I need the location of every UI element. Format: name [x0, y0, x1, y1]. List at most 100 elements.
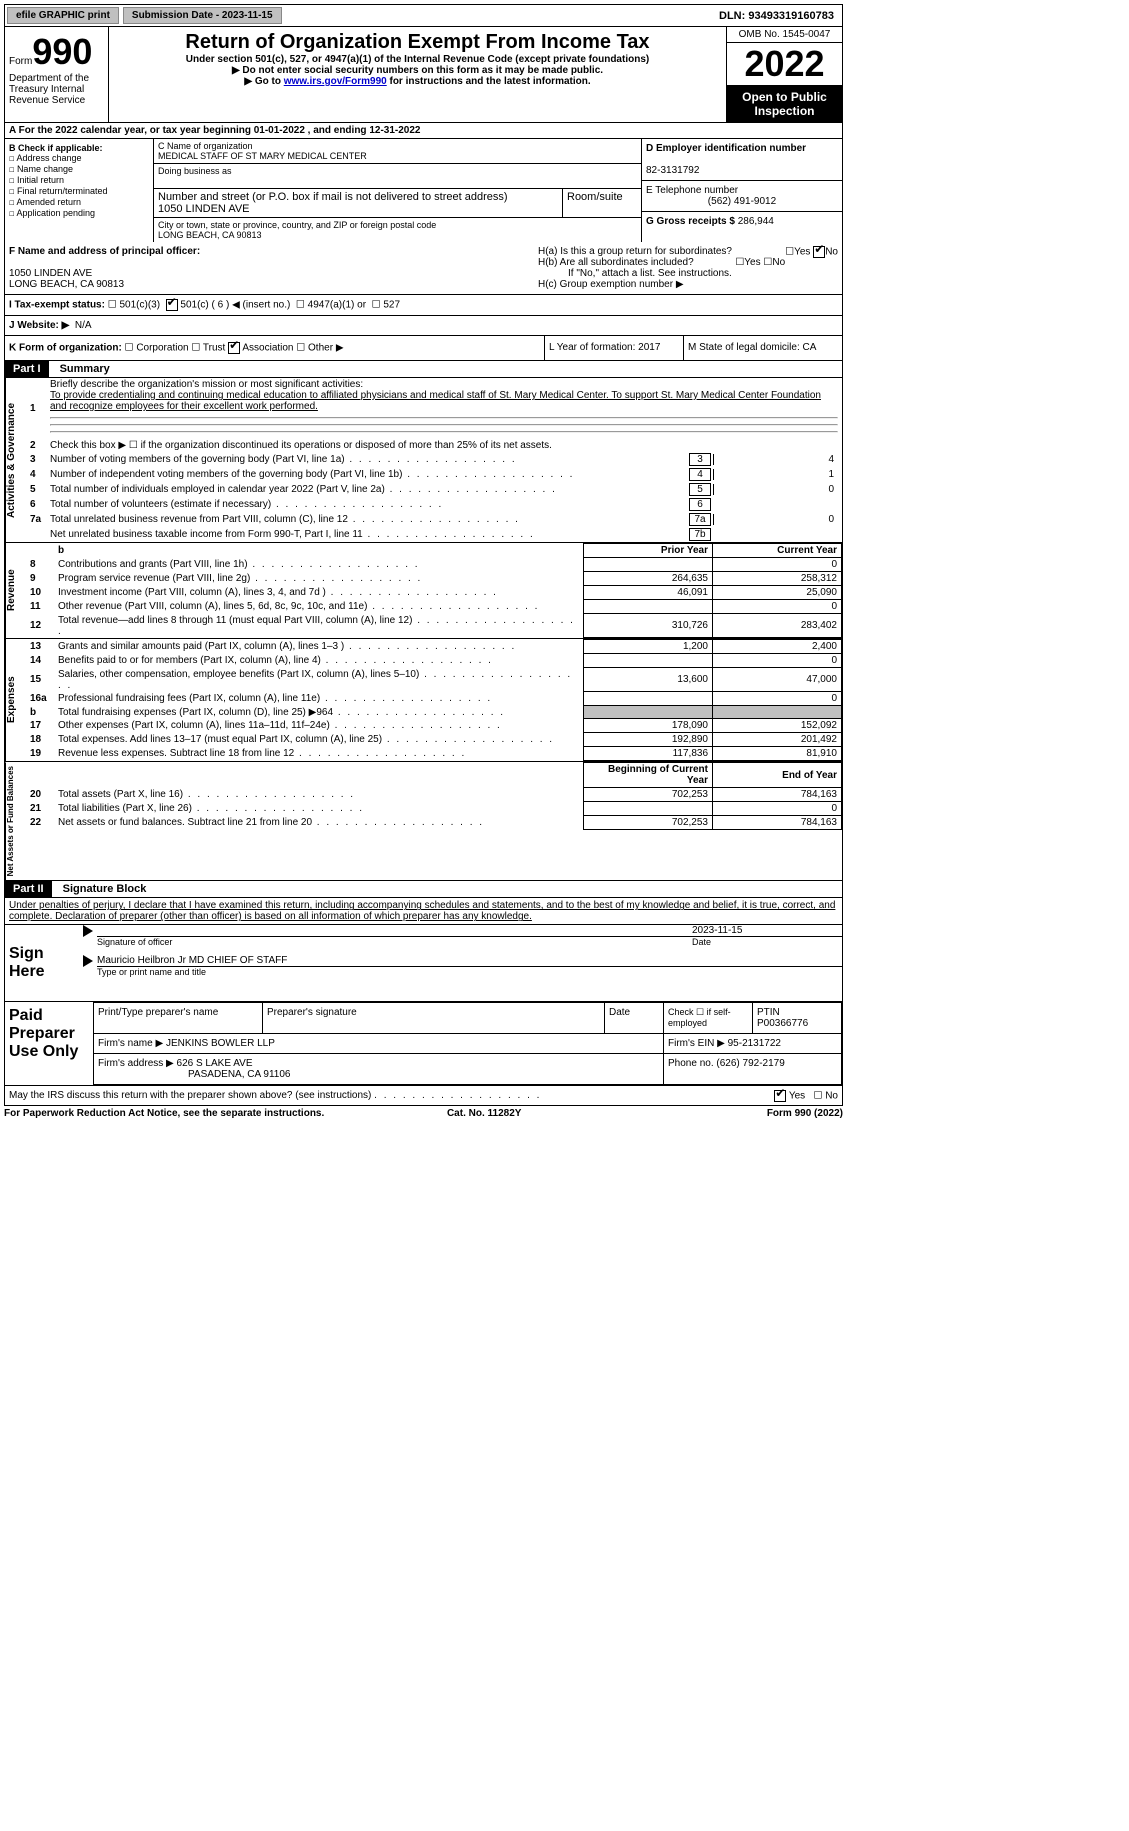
- l-year: L Year of formation: 2017: [544, 336, 683, 360]
- summary-financial: Revenue b Prior Year Current Year 8Contr…: [4, 543, 843, 639]
- summary-row: Net unrelated business taxable income fr…: [26, 527, 842, 542]
- paid-preparer-section: Paid Preparer Use Only Print/Type prepar…: [4, 1002, 843, 1086]
- footer-right: Form 990 (2022): [767, 1108, 843, 1119]
- part2-header: Part II: [5, 881, 52, 897]
- m-state: M State of legal domicile: CA: [683, 336, 842, 360]
- hdr-prior: Prior Year: [584, 544, 713, 558]
- firm-phone: (626) 792-2179: [716, 1058, 784, 1069]
- line2-text: Check this box ▶ ☐ if the organization d…: [50, 440, 838, 451]
- summary-netassets: Net Assets or Fund Balances Beginning of…: [4, 762, 843, 881]
- ha-label: H(a) Is this a group return for subordin…: [538, 246, 732, 257]
- firm-addr-label: Firm's address ▶: [98, 1058, 174, 1069]
- summary-expenses: Expenses 13Grants and similar amounts pa…: [4, 639, 843, 762]
- opt-amended-return: Amended return: [16, 197, 81, 207]
- mission-text: To provide credentialing and continuing …: [50, 390, 821, 412]
- opt-application-pending: Application pending: [16, 208, 95, 218]
- fin-row: 12Total revenue—add lines 8 through 11 (…: [26, 614, 842, 638]
- website-value: N/A: [75, 320, 92, 331]
- section-j: J Website: ▶ N/A: [4, 316, 843, 336]
- opt-initial-return: Initial return: [17, 175, 64, 185]
- city-label: City or town, state or province, country…: [158, 220, 436, 230]
- officer-addr2: LONG BEACH, CA 90813: [9, 279, 124, 290]
- firm-name-label: Firm's name ▶: [98, 1038, 163, 1049]
- irs-link[interactable]: www.irs.gov/Form990: [284, 76, 387, 87]
- opt-trust: Trust: [203, 343, 225, 354]
- opt-address-change: Address change: [16, 153, 81, 163]
- footer-mid: Cat. No. 11282Y: [447, 1108, 521, 1119]
- tax-year: 2022: [727, 43, 842, 86]
- summary-row: 6Total number of volunteers (estimate if…: [26, 497, 842, 512]
- inspection-label: Open to Public Inspection: [727, 86, 842, 122]
- fin-row: 21Total liabilities (Part X, line 26)0: [26, 802, 842, 816]
- opt-assoc: Association: [242, 343, 293, 354]
- hdr-begin: Beginning of Current Year: [584, 763, 713, 788]
- omb-number: OMB No. 1545-0047: [727, 27, 842, 43]
- opt-final-return: Final return/terminated: [17, 186, 108, 196]
- opt-name-change: Name change: [17, 164, 73, 174]
- hb-label: H(b) Are all subordinates included?: [538, 257, 694, 268]
- discuss-text: May the IRS discuss this return with the…: [9, 1090, 371, 1101]
- ein-label: D Employer identification number: [646, 143, 806, 154]
- firm-addr: 626 S LAKE AVE: [177, 1058, 253, 1069]
- opt-corp: Corporation: [136, 343, 188, 354]
- side-netassets: Net Assets or Fund Balances: [5, 762, 26, 880]
- officer-name: Mauricio Heilbron Jr MD CHIEF OF STAFF: [97, 955, 842, 967]
- fin-row: 15Salaries, other compensation, employee…: [26, 668, 842, 692]
- fin-row: 18Total expenses. Add lines 13–17 (must …: [26, 733, 842, 747]
- arrow-icon: [83, 955, 93, 967]
- sign-here-label: Sign Here: [5, 925, 83, 1001]
- ptin-value: P00366776: [757, 1018, 808, 1029]
- fin-row: 9Program service revenue (Part VIII, lin…: [26, 572, 842, 586]
- line-a: A For the 2022 calendar year, or tax yea…: [4, 123, 843, 139]
- f-label: F Name and address of principal officer:: [9, 246, 200, 257]
- prep-date-label: Date: [609, 1007, 630, 1018]
- block-bcd: B Check if applicable: ☐ Address change …: [4, 139, 843, 242]
- footer-left: For Paperwork Reduction Act Notice, see …: [4, 1108, 324, 1119]
- part2-title: Signature Block: [55, 881, 155, 897]
- part1-header: Part I: [5, 361, 49, 377]
- sig-date-label: Date: [692, 937, 842, 947]
- fin-row: 19Revenue less expenses. Subtract line 1…: [26, 747, 842, 761]
- side-revenue: Revenue: [5, 543, 26, 638]
- sig-officer-label: Signature of officer: [97, 937, 692, 947]
- goto-suffix: for instructions and the latest informat…: [387, 76, 591, 87]
- officer-addr1: 1050 LINDEN AVE: [9, 268, 92, 279]
- summary-row: 7aTotal unrelated business revenue from …: [26, 512, 842, 527]
- fin-row: 16aProfessional fundraising fees (Part I…: [26, 692, 842, 706]
- opt-501c3: 501(c)(3): [119, 300, 160, 311]
- hdr-end: End of Year: [713, 763, 842, 788]
- fin-row: 22Net assets or fund balances. Subtract …: [26, 816, 842, 830]
- form-label: Form: [9, 56, 32, 67]
- j-label: J Website: ▶: [9, 320, 69, 331]
- hc-label: H(c) Group exemption number ▶: [538, 279, 838, 290]
- goto-prefix: ▶ Go to: [244, 76, 283, 87]
- form-subtitle-2: ▶ Do not enter social security numbers o…: [113, 65, 722, 76]
- firm-ein-label: Firm's EIN ▶: [668, 1038, 725, 1049]
- i-label: I Tax-exempt status:: [9, 300, 105, 311]
- k-label: K Form of organization:: [9, 343, 122, 354]
- submission-date-button[interactable]: Submission Date - 2023-11-15: [123, 7, 282, 24]
- col-b-title: B Check if applicable:: [9, 143, 103, 153]
- fin-row: 17Other expenses (Part IX, column (A), l…: [26, 719, 842, 733]
- fin-row: 20Total assets (Part X, line 16)702,2537…: [26, 788, 842, 802]
- ein-value: 82-3131792: [646, 165, 699, 176]
- arrow-icon: [83, 925, 93, 937]
- ptin-label: PTIN: [757, 1007, 780, 1018]
- summary-row: 3Number of voting members of the governi…: [26, 452, 842, 467]
- dln-label: DLN: 93493319160783: [711, 8, 842, 24]
- summary-activities: Activities & Governance 1 Briefly descri…: [4, 378, 843, 543]
- efile-button[interactable]: efile GRAPHIC print: [7, 7, 119, 24]
- fin-row: 11Other revenue (Part VIII, column (A), …: [26, 600, 842, 614]
- hb-note: If "No," attach a list. See instructions…: [538, 268, 838, 279]
- officer-name-label: Type or print name and title: [97, 967, 842, 977]
- sign-here-section: Sign Here 2023-11-15 Signature of office…: [4, 925, 843, 1002]
- gross-value: 286,944: [738, 216, 774, 227]
- section-i: I Tax-exempt status: ☐ 501(c)(3) 501(c) …: [4, 295, 843, 316]
- fin-row: bTotal fundraising expenses (Part IX, co…: [26, 706, 842, 719]
- fin-row: 14Benefits paid to or for members (Part …: [26, 654, 842, 668]
- part1-title: Summary: [52, 361, 118, 377]
- section-fgh: F Name and address of principal officer:…: [4, 242, 843, 295]
- fin-row: 8Contributions and grants (Part VIII, li…: [26, 558, 842, 572]
- top-toolbar: efile GRAPHIC print Submission Date - 20…: [4, 4, 843, 27]
- firm-addr2: PASADENA, CA 91106: [98, 1069, 290, 1080]
